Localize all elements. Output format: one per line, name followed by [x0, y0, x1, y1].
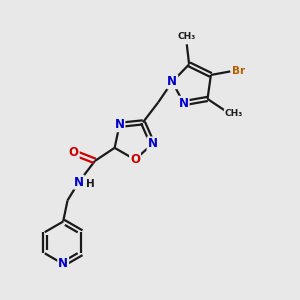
Text: CH₃: CH₃	[224, 109, 243, 118]
Text: N: N	[58, 257, 68, 271]
Text: Br: Br	[232, 66, 245, 76]
Text: N: N	[179, 97, 189, 110]
Text: CH₃: CH₃	[178, 32, 196, 40]
Text: N: N	[74, 176, 84, 189]
Text: O: O	[130, 153, 140, 166]
Text: N: N	[148, 137, 158, 150]
Text: O: O	[69, 146, 79, 159]
Text: N: N	[167, 75, 177, 88]
Text: H: H	[85, 179, 94, 190]
Text: N: N	[115, 118, 124, 131]
